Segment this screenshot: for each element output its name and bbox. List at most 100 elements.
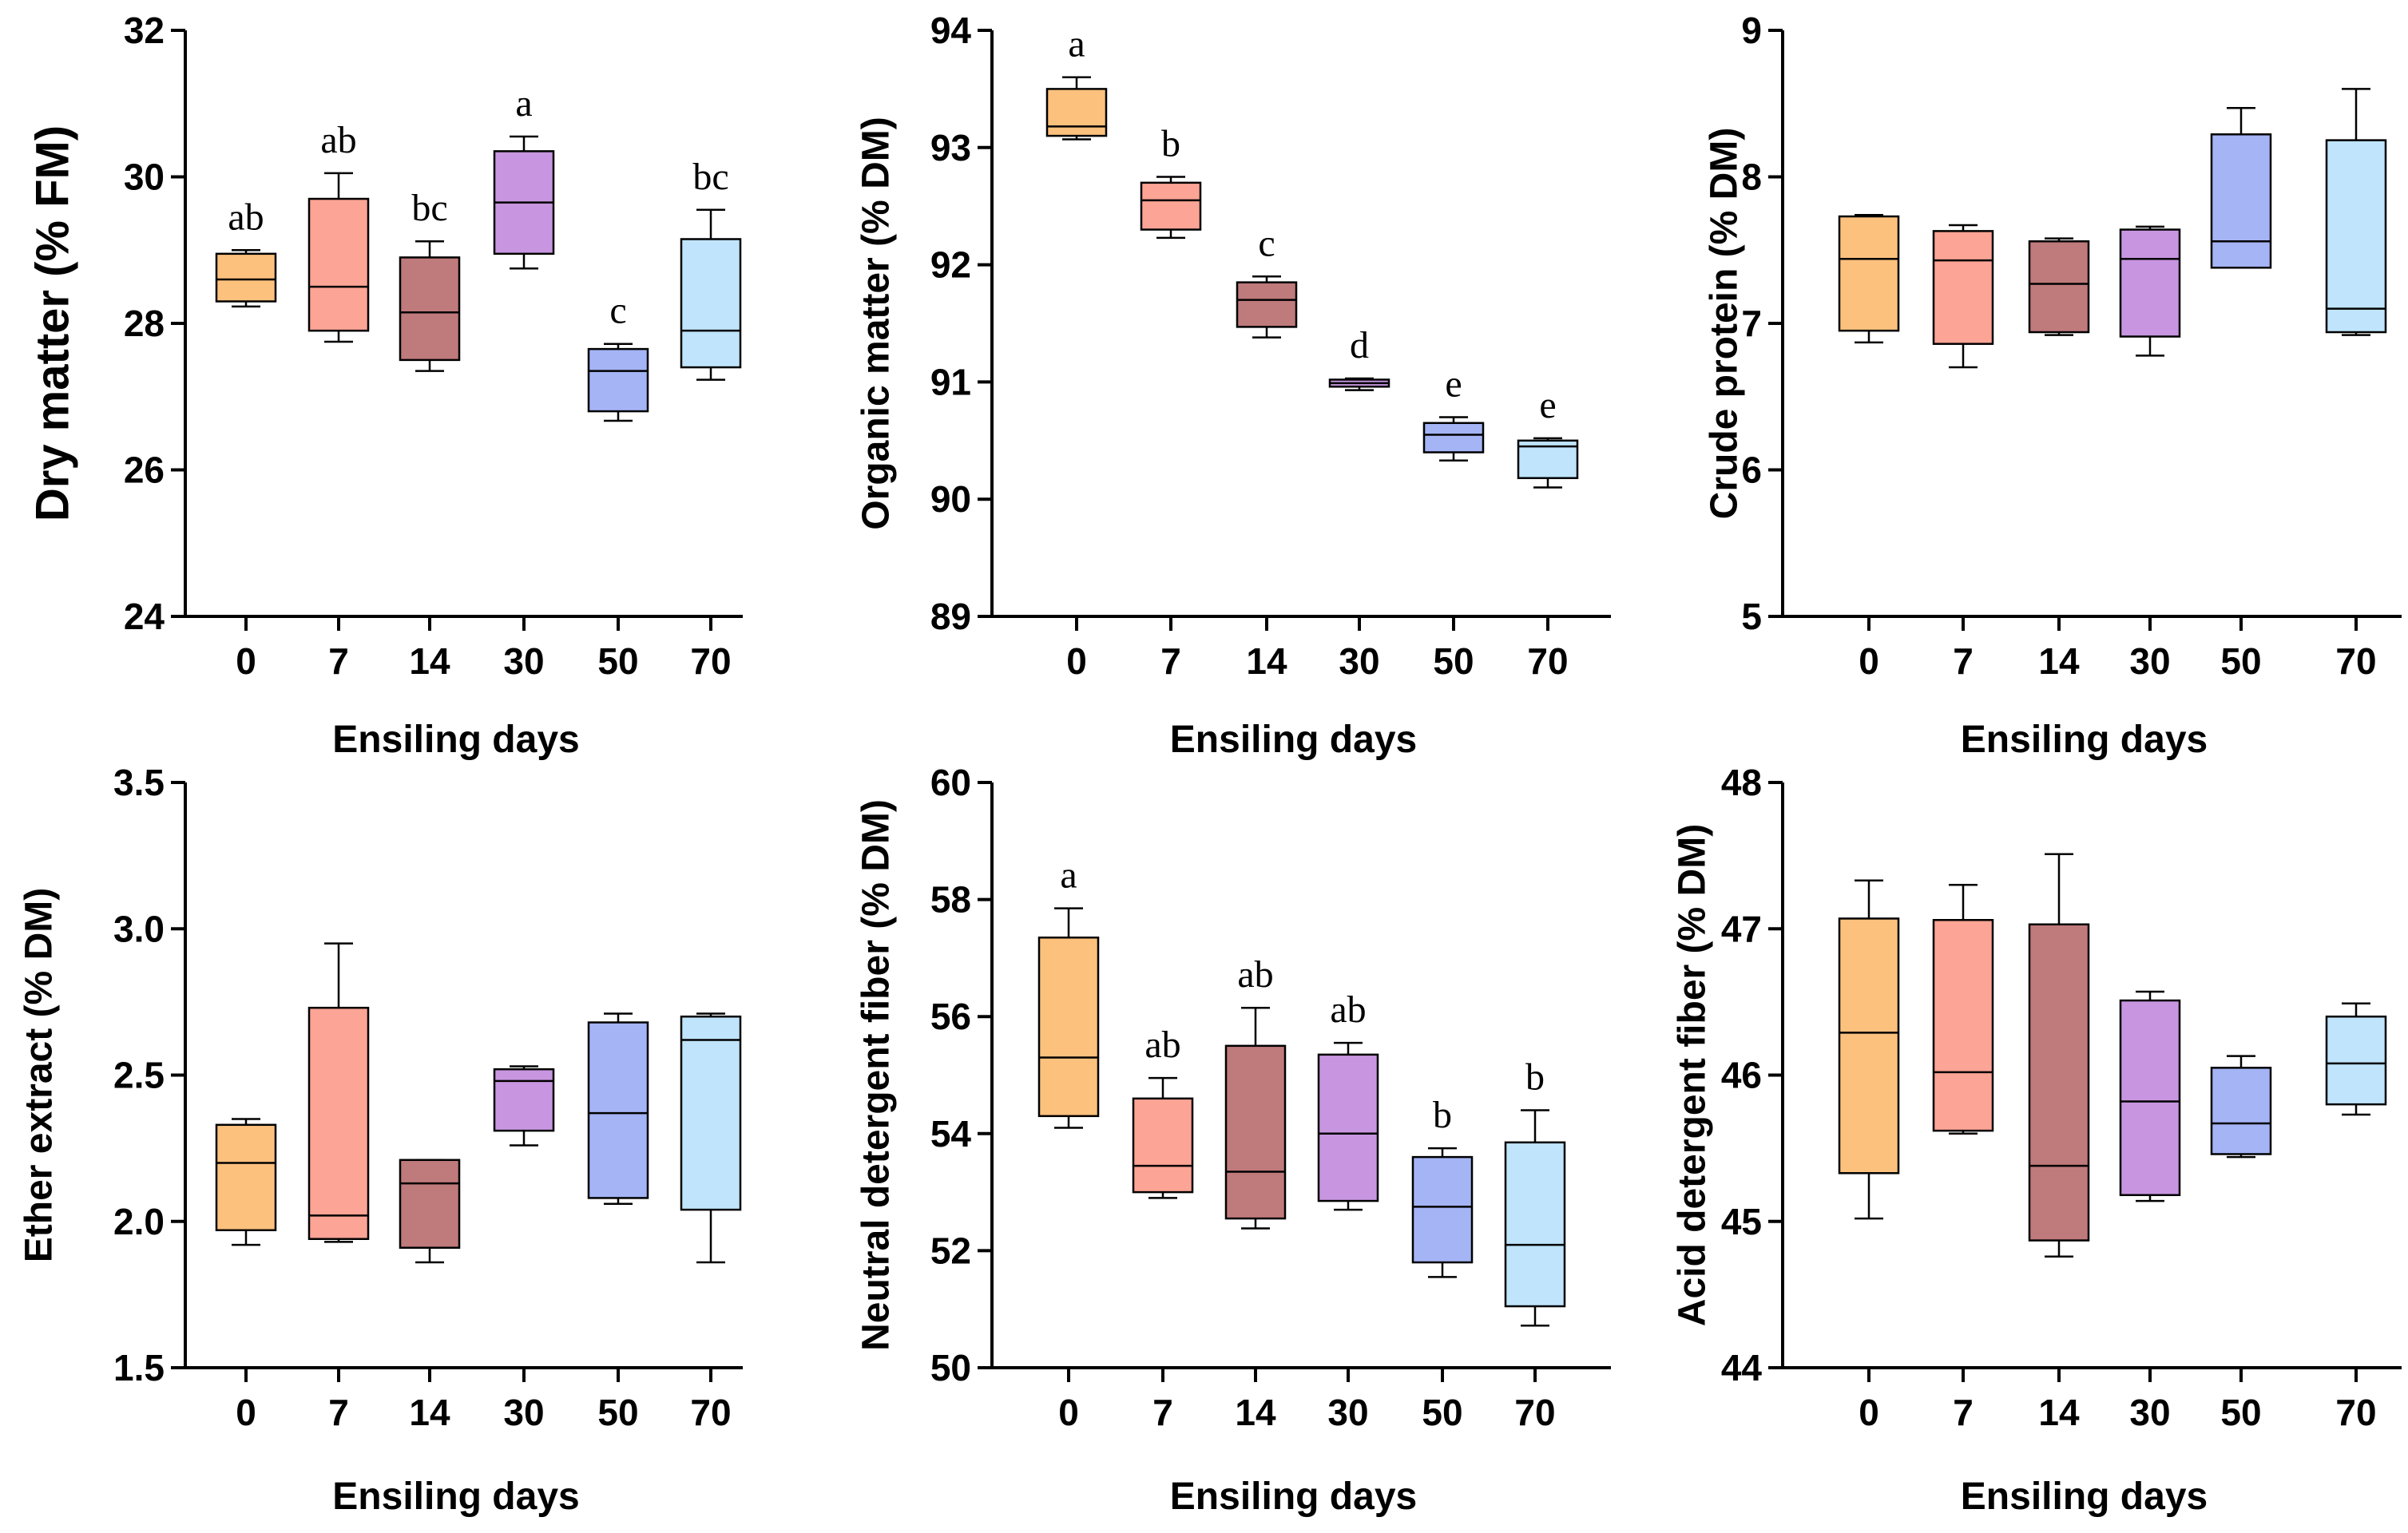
box-14 xyxy=(2028,237,2090,336)
box-7 xyxy=(1932,884,1994,1135)
iqr-box xyxy=(1140,181,1202,231)
significance-letter: d xyxy=(1350,324,1369,366)
iqr-box xyxy=(1422,422,1485,454)
significance-letter: a xyxy=(1060,854,1077,897)
iqr-box xyxy=(2028,240,2090,334)
significance-letter: a xyxy=(515,82,532,125)
box-14 xyxy=(2028,853,2090,1258)
significance-letter: b xyxy=(1161,123,1180,165)
box-50: e xyxy=(1422,362,1485,462)
y-tick-label: 94 xyxy=(930,10,972,51)
chart-panel-4: 1.5 2.0 2.5 3.0 3.5 0 7 14 30 50 70 Ensiling days Et… xyxy=(18,762,743,1518)
iqr-box xyxy=(215,252,277,303)
significance-letter: b xyxy=(1525,1056,1545,1098)
box-70: b xyxy=(1504,1056,1566,1327)
box-50 xyxy=(587,1012,649,1206)
x-tick-label: 50 xyxy=(597,1392,638,1433)
x-axis-title: Ensiling days xyxy=(1170,1476,1417,1518)
significance-letter: bc xyxy=(692,156,728,198)
significance-letter: ab xyxy=(228,196,264,238)
significance-letter: ab xyxy=(320,119,356,161)
x-tick-label: 70 xyxy=(1514,1392,1555,1433)
iqr-box xyxy=(1317,1053,1379,1202)
significance-letter: ab xyxy=(1144,1024,1180,1066)
x-tick-label: 14 xyxy=(409,1392,450,1433)
x-tick-label: 70 xyxy=(690,640,731,682)
y-tick-label: 60 xyxy=(930,762,971,803)
box-30: d xyxy=(1328,324,1390,391)
iqr-box xyxy=(2210,1067,2272,1155)
x-tick-label: 70 xyxy=(2335,1392,2376,1433)
iqr-box xyxy=(307,1006,370,1240)
significance-letter: ab xyxy=(1237,953,1273,996)
y-tick-label: 91 xyxy=(930,361,971,402)
box-14 xyxy=(399,1159,461,1264)
x-tick-label: 14 xyxy=(2038,640,2080,682)
x-tick-label: 0 xyxy=(1859,1392,1879,1433)
box-14: ab xyxy=(1224,953,1287,1230)
y-tick-label: 56 xyxy=(930,996,971,1037)
y-tick-label: 1.5 xyxy=(113,1347,165,1388)
box-50: c xyxy=(587,290,649,422)
iqr-box xyxy=(587,347,649,413)
x-tick-label: 50 xyxy=(2220,640,2261,682)
x-tick-label: 14 xyxy=(1246,640,1287,682)
x-tick-label: 30 xyxy=(2129,640,2170,682)
x-axis-title: Ensiling days xyxy=(332,719,579,761)
y-tick-label: 54 xyxy=(930,1113,972,1155)
y-tick-label: 5 xyxy=(1741,596,1762,637)
iqr-box xyxy=(680,238,742,369)
y-tick-label: 6 xyxy=(1741,450,1762,491)
box-0: ab xyxy=(215,196,277,308)
box-7: ab xyxy=(307,119,370,343)
box-70: e xyxy=(1517,384,1579,489)
iqr-box xyxy=(1236,281,1298,328)
x-tick-label: 30 xyxy=(1339,640,1379,682)
chart-panel-5: 50 52 54 56 58 60 0 7 14 30 50 70 Ensiling days Neutr… xyxy=(855,762,1611,1518)
x-tick-label: 7 xyxy=(1953,1392,1974,1433)
iqr-box xyxy=(2325,139,2387,334)
y-tick-label: 90 xyxy=(930,478,971,520)
box-0 xyxy=(1838,213,1900,344)
box-70: bc xyxy=(680,156,742,381)
y-tick-label: 48 xyxy=(1721,762,1762,803)
y-axis-title: Acid detergent fiber (% DM) xyxy=(1672,824,1714,1326)
box-0 xyxy=(1838,879,1900,1220)
box-0: a xyxy=(1037,854,1100,1129)
box-7: b xyxy=(1140,123,1202,240)
x-tick-label: 14 xyxy=(2038,1392,2080,1433)
y-tick-label: 93 xyxy=(930,127,971,168)
x-axis-title: Ensiling days xyxy=(1170,719,1417,761)
iqr-box xyxy=(1045,88,1108,137)
significance-letter: c xyxy=(609,290,626,332)
box-50: b xyxy=(1411,1094,1474,1278)
x-axis-title: Ensiling days xyxy=(1961,719,2208,761)
iqr-box xyxy=(2119,999,2181,1197)
y-tick-label: 26 xyxy=(124,450,165,491)
x-tick-label: 0 xyxy=(1058,1392,1079,1433)
y-tick-label: 47 xyxy=(1721,908,1762,949)
x-tick-label: 50 xyxy=(2220,1392,2261,1433)
box-70 xyxy=(2325,1002,2387,1116)
iqr-box xyxy=(1838,215,1900,332)
x-axis-title: Ensiling days xyxy=(332,1476,579,1518)
x-tick-label: 7 xyxy=(1953,640,1974,682)
iqr-box xyxy=(587,1021,649,1199)
y-tick-label: 2.0 xyxy=(113,1201,165,1242)
x-tick-label: 7 xyxy=(328,1392,349,1433)
iqr-box xyxy=(1132,1097,1194,1194)
box-14: c xyxy=(1236,222,1298,339)
x-tick-label: 7 xyxy=(1152,1392,1173,1433)
iqr-box xyxy=(1411,1155,1474,1264)
significance-letter: b xyxy=(1433,1094,1452,1136)
box-30 xyxy=(2119,990,2181,1202)
x-tick-label: 7 xyxy=(1160,640,1181,682)
x-tick-label: 0 xyxy=(1859,640,1879,682)
iqr-box xyxy=(307,197,370,332)
significance-letter: e xyxy=(1539,384,1556,426)
chart-panel-6: 44 45 46 47 48 0 7 14 30 50 70 Ensiling days Acid de… xyxy=(1672,762,2402,1518)
x-tick-label: 70 xyxy=(690,1392,731,1433)
x-tick-label: 30 xyxy=(503,1392,544,1433)
x-tick-label: 50 xyxy=(1433,640,1474,682)
